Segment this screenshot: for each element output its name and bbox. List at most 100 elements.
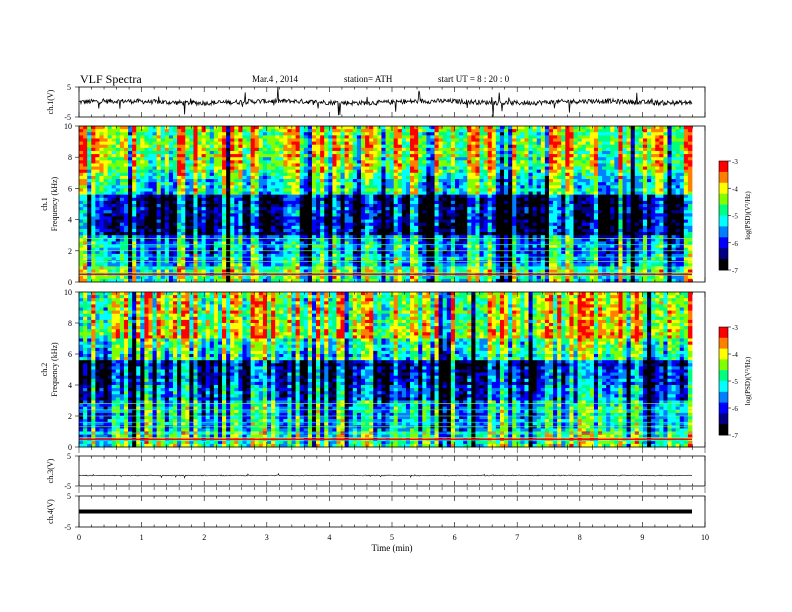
spectrogram-cell [222,182,227,186]
spectrogram-cell [344,138,350,142]
spectrogram-cell [401,207,407,211]
spectrogram-cell [132,144,137,149]
spectrogram-cell [663,126,668,130]
spectrogram-cell [585,169,591,174]
spectrogram-cell [536,147,542,152]
spectrogram-cell [107,150,113,155]
spectrogram-cell [573,204,578,208]
spectrogram-cell [95,210,100,214]
spectrogram-cell [471,175,476,180]
spectrogram-cell [316,207,321,211]
spectrogram-cell [414,204,419,208]
spectrogram-cell [589,185,595,189]
spectrogram-cell [311,204,317,208]
spectrogram-cell [524,157,529,161]
spectrogram-cell [234,135,239,139]
spectrogram-cell [299,204,305,208]
spectrogram-cell [107,135,113,139]
spectrogram-cell [381,141,386,146]
spectrogram-cell [87,163,92,167]
spectrogram-cell [193,179,198,183]
spectrogram-cell [356,147,362,152]
spectrogram-cell [193,175,198,180]
spectrogram-cell [614,182,619,186]
spectrogram-cell [602,194,607,199]
spectrogram-cell [683,188,689,192]
spectrogram-cell [459,150,464,155]
spectrogram-cell [258,166,264,171]
spectrogram-cell [324,188,329,192]
spectrogram-cell [99,182,104,186]
spectrogram-cell [598,160,603,164]
spectrogram-cell [589,219,595,224]
spectrogram-cell [250,138,256,142]
y-axis-label: ch.1(V) [46,89,55,114]
spectrogram-cell [573,166,578,171]
spectrogram-cell [606,197,611,202]
spectrogram-cell [287,135,292,139]
spectrogram-cell [107,163,113,167]
spectrogram-cell [589,204,595,208]
spectrogram-cell [205,157,211,161]
spectrogram-cell [348,182,354,186]
spectrogram-cell [520,188,525,192]
spectrogram-cell [209,169,215,174]
spectrogram-cell [540,169,546,174]
spectrogram-cell [128,175,133,180]
spectrogram-cell [532,213,538,217]
spectrogram-cell [107,166,113,171]
spectrogram-cell [87,191,92,196]
spectrogram-cell [630,207,636,211]
spectrogram-cell [520,204,525,208]
spectrogram-cell [442,157,448,161]
spectrogram-cell [352,129,358,133]
spectrogram-cell [209,200,215,205]
spectrogram-cell [148,163,153,167]
spectrogram-cell [307,200,313,205]
spectrogram-cell [663,185,668,189]
spectrogram-cell [561,207,566,211]
spectrogram-cell [618,219,623,224]
spectrogram-cell [185,138,190,142]
spectrogram-cell [418,160,423,164]
spectrogram-cell [418,138,423,142]
spectrogram-cell [373,132,378,136]
spectrogram-cell [642,191,648,196]
spectrogram-cell [483,179,489,183]
spectrogram-cell [540,200,546,205]
spectrogram-cell [348,141,354,146]
spectrogram-cell [659,126,664,130]
spectrogram-cell [222,157,227,161]
spectrogram-cell [262,163,268,167]
spectrogram-cell [189,154,194,158]
spectrogram-cell [213,210,219,214]
spectrogram-cell [193,163,198,167]
spectrogram-cell [172,204,178,208]
spectrogram-cell [132,129,137,133]
spectrogram-cell [177,188,182,192]
spectrogram-cell [275,225,280,230]
spectrogram-cell [328,157,333,161]
spectrogram-cell [299,200,305,205]
spectrogram-cell [442,135,448,139]
spectrogram-cell [250,207,256,211]
spectrogram-cell [548,163,554,167]
spectrogram-cell [602,138,607,142]
spectrogram-cell [638,182,644,186]
spectrogram-cell [275,207,280,211]
spectrogram-cell [291,160,296,164]
spectrogram-cell [663,129,668,133]
spectrogram-cell [532,172,538,177]
spectrogram-cell [524,200,529,205]
spectrogram-cell [258,169,264,174]
spectrogram-cell [495,154,501,158]
spectrogram-cell [316,126,321,130]
spectrogram-cell [544,147,550,152]
spectrogram-cell [671,197,677,202]
spectrogram-cell [271,163,276,167]
spectrogram-cell [332,207,337,211]
spectrogram-cell [495,219,501,224]
spectrogram-cell [283,213,288,217]
spectrogram-cell [99,219,104,224]
spectrogram-cell [487,126,493,130]
